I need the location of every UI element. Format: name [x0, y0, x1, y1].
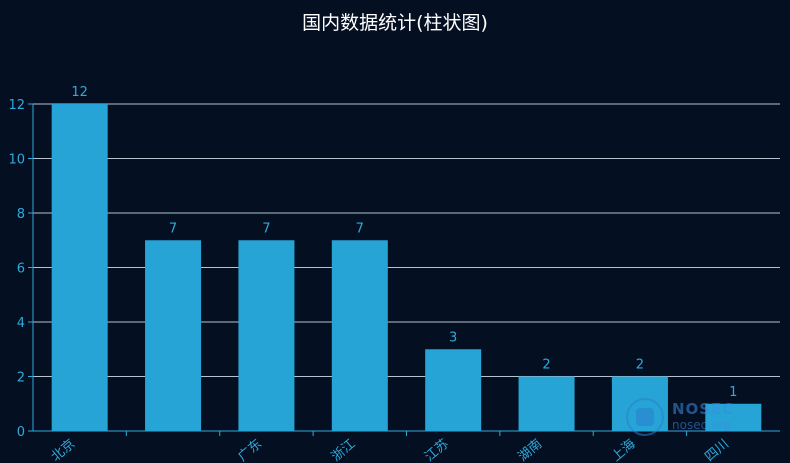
y-tick-label: 8 — [17, 207, 25, 222]
chart-title: 国内数据统计(柱状图) — [302, 12, 488, 34]
y-tick-label: 10 — [8, 153, 25, 168]
bar-value-label: 7 — [169, 221, 177, 236]
bar-value-label: 2 — [542, 358, 550, 373]
bar-value-label: 12 — [71, 85, 88, 100]
x-tick-label: 湖南 — [515, 436, 545, 463]
bar-value-label: 1 — [729, 385, 737, 400]
bar-value-label: 7 — [262, 221, 270, 236]
bar[interactable] — [331, 240, 388, 431]
nosec-logo-icon — [626, 398, 664, 436]
x-tick-label: 江苏 — [422, 436, 452, 463]
x-tick-label: 上海 — [609, 437, 639, 463]
bar[interactable] — [51, 104, 108, 431]
x-tick-label: 广东 — [235, 437, 265, 463]
bar-value-label: 7 — [356, 221, 364, 236]
y-tick-label: 0 — [17, 425, 25, 440]
nosec-watermark: NOSEC nosec.org — [624, 398, 744, 438]
bar[interactable] — [425, 349, 482, 431]
bar-value-label: 2 — [636, 358, 644, 373]
bar[interactable] — [145, 240, 202, 431]
watermark-brand: NOSEC — [672, 400, 735, 418]
x-tick-label: 浙江 — [329, 437, 359, 463]
y-tick-label: 6 — [17, 262, 25, 277]
x-tick-label: 四川 — [702, 437, 732, 463]
watermark-domain: nosec.org — [672, 418, 731, 432]
bar[interactable] — [705, 403, 762, 431]
y-tick-label: 12 — [8, 98, 25, 113]
x-tick-label: 北京 — [49, 437, 79, 463]
y-tick-label: 4 — [17, 316, 25, 331]
y-tick-label: 2 — [17, 371, 25, 386]
bar[interactable] — [238, 240, 295, 431]
bar-value-label: 3 — [449, 330, 457, 345]
bar[interactable] — [518, 376, 575, 432]
